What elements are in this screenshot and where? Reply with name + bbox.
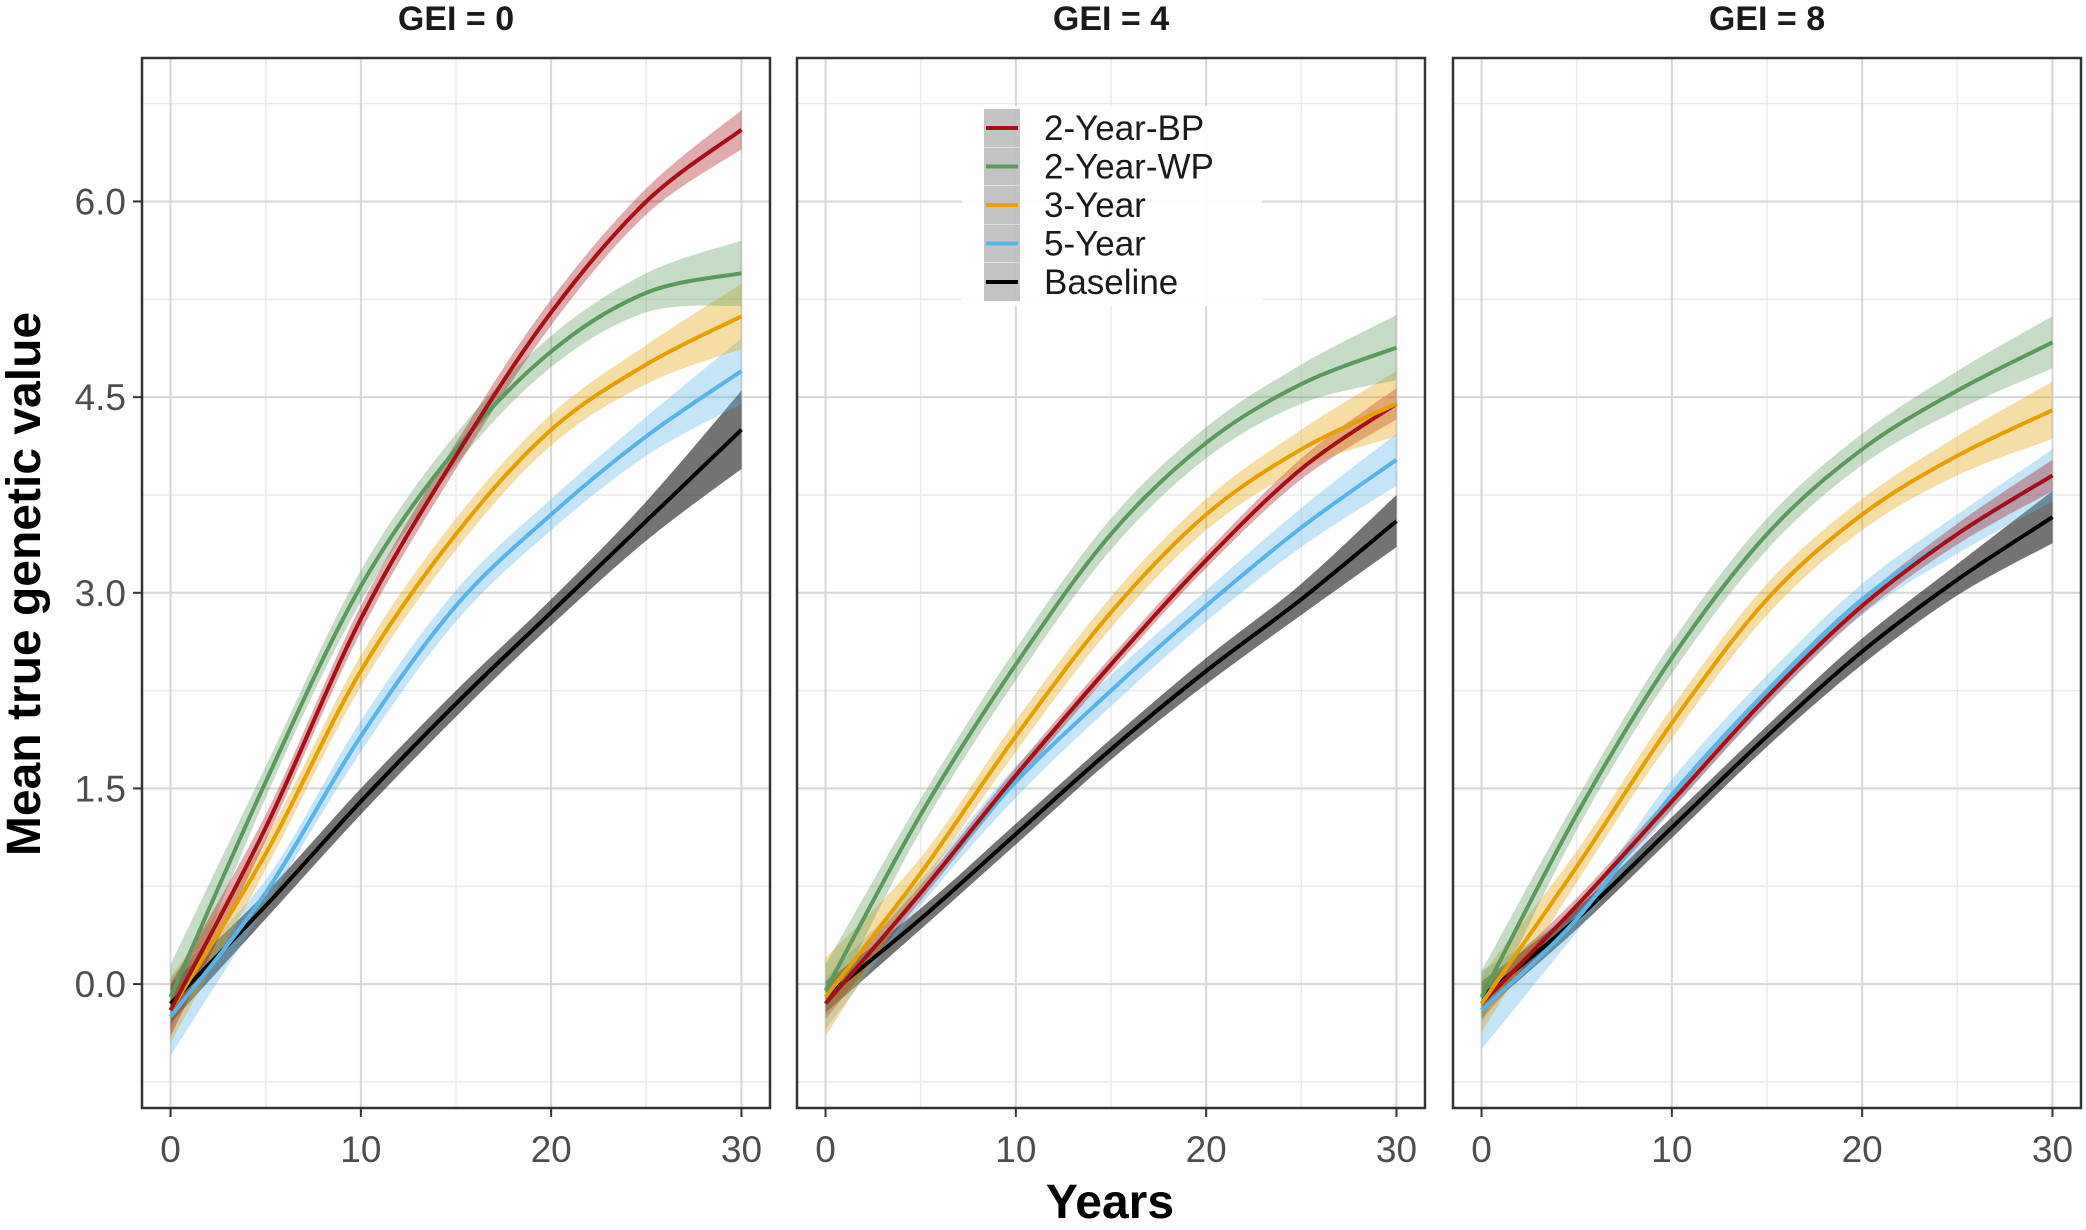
- confidence-band-bp: [825, 388, 1397, 1020]
- series-line-wp: [1479, 340, 2054, 999]
- panel-border: [795, 56, 1427, 1110]
- confidence-band-wp: [1481, 316, 2053, 1024]
- series-line-y3: [168, 314, 743, 1012]
- series-line-y3: [1479, 408, 2054, 1005]
- legend-label: 5-Year: [1044, 225, 1146, 264]
- x-tick-label: 20: [531, 1129, 572, 1170]
- panel-data: [168, 110, 743, 1056]
- series-line-y3: [823, 401, 1398, 999]
- confidence-band-base: [170, 390, 742, 1024]
- panel-title: GEI = 0: [398, 0, 514, 38]
- y-tick-label: 0.0: [75, 964, 126, 1005]
- panel-border: [1451, 56, 2083, 1110]
- x-tick-label: 20: [1842, 1129, 1883, 1170]
- x-tick-label: 10: [340, 1129, 381, 1170]
- panel-data: [1479, 316, 2054, 1050]
- x-tick-label: 30: [721, 1129, 762, 1170]
- panel-border: [140, 56, 772, 1110]
- y-axis-title: Mean true genetic value: [0, 312, 51, 856]
- confidence-band-y3: [825, 371, 1397, 1037]
- series-line-y5: [168, 369, 743, 1018]
- legend-label: 2-Year-WP: [1044, 148, 1214, 187]
- confidence-band-bp: [1481, 459, 2053, 1020]
- confidence-band-y3: [1481, 381, 2053, 1033]
- x-tick-label: 20: [1186, 1129, 1227, 1170]
- panel-1: GEI = 0 0 10 20 30 0.0 1.5 3.0 4.5 6.0: [75, 0, 772, 1170]
- x-tick-label: 10: [1651, 1129, 1692, 1170]
- x-tick-label: 0: [1471, 1129, 1492, 1170]
- y-tick-label: 4.5: [75, 377, 126, 418]
- x-tick-label: 0: [815, 1129, 836, 1170]
- panel-title: GEI = 4: [1053, 0, 1169, 38]
- legend-label: Baseline: [1044, 263, 1178, 302]
- series-line-wp: [168, 271, 742, 998]
- panel-data: [823, 315, 1398, 1037]
- legend-label: 3-Year: [1044, 186, 1146, 225]
- x-tick-label: 30: [1376, 1129, 1417, 1170]
- confidence-band-y3: [170, 283, 742, 1043]
- panel-title: GEI = 8: [1709, 0, 1825, 38]
- series-line-bp: [823, 402, 1398, 1006]
- x-tick-label: 30: [2032, 1129, 2073, 1170]
- series-line-bp: [1480, 473, 2054, 1006]
- y-tick-label: 6.0: [75, 181, 126, 222]
- series-line-wp: [823, 345, 1398, 992]
- x-tick-label: 10: [995, 1129, 1036, 1170]
- confidence-band-base: [1481, 491, 2053, 1013]
- y-tick-label: 3.0: [75, 573, 126, 614]
- y-tick-label: 1.5: [75, 768, 126, 809]
- confidence-band-wp: [825, 315, 1397, 1017]
- x-tick-label: 0: [160, 1129, 181, 1170]
- series-line-base: [169, 428, 743, 1006]
- series-line-base: [824, 519, 1398, 999]
- series-line-bp: [168, 128, 743, 1012]
- legend-label: 2-Year-BP: [1044, 109, 1204, 148]
- x-axis-title: Years: [1046, 1176, 1174, 1229]
- confidence-band-base: [825, 495, 1397, 1013]
- panel-3: GEI = 8 0 10 20 30: [1451, 0, 2083, 1170]
- confidence-band-y5: [825, 433, 1397, 1030]
- panels: GEI = 0 0 10 20 30 0.0 1.5 3.0 4.5 6.0 GEI = 4 0 10 2…: [75, 0, 2083, 1170]
